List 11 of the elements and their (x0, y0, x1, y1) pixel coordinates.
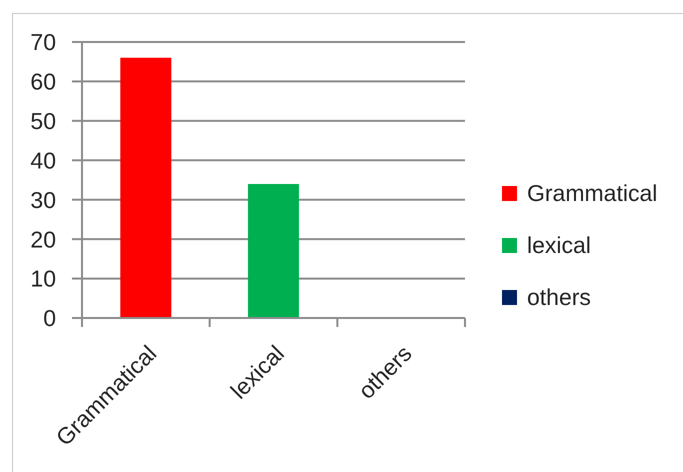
legend-label: others (527, 284, 591, 310)
y-tick-label: 70 (30, 29, 56, 56)
y-tick-label: 0 (43, 305, 56, 332)
y-tick-label: 10 (30, 266, 56, 292)
y-tick-label: 30 (30, 186, 56, 213)
y-tick-label: 40 (30, 147, 56, 174)
y-tick-label: 60 (30, 68, 56, 95)
y-tick-label: 50 (30, 108, 56, 134)
legend-label: lexical (527, 232, 591, 258)
legend-label: Grammatical (527, 180, 658, 206)
y-tick-label: 20 (30, 226, 56, 252)
